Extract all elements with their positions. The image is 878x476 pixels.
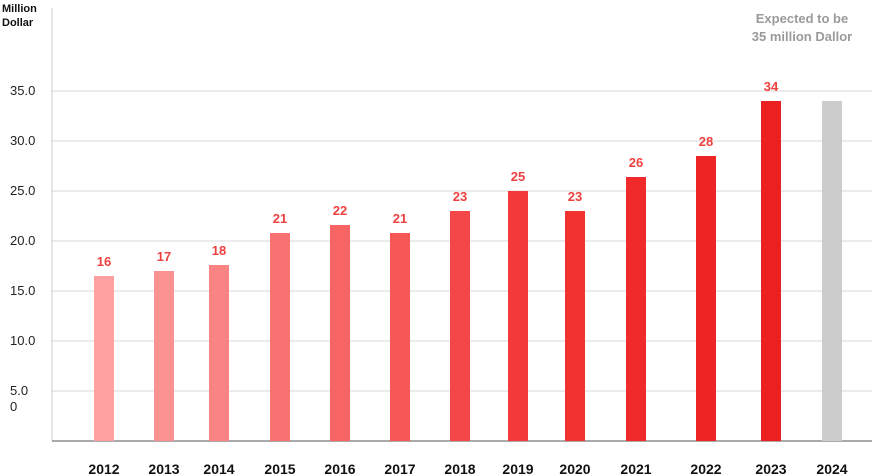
bar-2024 [822,101,842,441]
x-tick-label-2019: 2019 [502,461,533,476]
y-tick-label: 10.0 [10,333,35,348]
x-tick-label-2020: 2020 [559,461,590,476]
data-label-2014: 18 [212,243,226,258]
y-tick-label: 35.0 [10,83,35,98]
data-label-2016: 22 [333,203,347,218]
bar-2013 [154,271,174,441]
x-tick-label-2024: 2024 [816,461,847,476]
bar-2018 [450,211,470,441]
y-axis-unit-label: Million Dollar [2,2,37,30]
y-axis-unit-line1: Million [2,3,37,15]
x-tick-label-2012: 2012 [88,461,119,476]
x-tick-label-2017: 2017 [384,461,415,476]
data-label-2020: 23 [568,189,582,204]
forecast-annotation-line2: 35 million Dallor [751,29,853,44]
bar-2015 [270,233,290,441]
x-tick-label-2014: 2014 [203,461,234,476]
x-tick-label-2023: 2023 [755,461,786,476]
data-label-2021: 26 [629,155,643,170]
data-label-2015: 21 [273,211,287,226]
y-tick-label: 0 [10,399,17,414]
y-tick-label: 20.0 [10,233,35,248]
bar-2020 [565,211,585,441]
bar-2016 [330,225,350,441]
forecast-annotation-line1: Expected to be [755,11,849,26]
data-label-2022: 28 [699,134,713,149]
data-label-2012: 16 [97,254,111,269]
y-tick-label: 25.0 [10,183,35,198]
bar-2017 [390,233,410,441]
x-tick-label-2018: 2018 [444,461,475,476]
x-tick-label-2016: 2016 [324,461,355,476]
data-label-2018: 23 [453,189,467,204]
bar-2012 [94,276,114,441]
y-tick-label: 5.0 [10,383,28,398]
y-tick-label: 15.0 [10,283,35,298]
data-label-2017: 21 [393,211,407,226]
x-tick-label-2013: 2013 [148,461,179,476]
bar-2014 [209,265,229,441]
bar-2019 [508,191,528,441]
data-label-2023: 34 [764,79,779,94]
data-label-2013: 17 [157,249,171,264]
forecast-annotation: Expected to be 35 million Dallor [732,10,872,46]
bar-2023 [761,101,781,441]
y-tick-label: 30.0 [10,133,35,148]
data-label-2019: 25 [511,169,525,184]
x-tick-label-2021: 2021 [620,461,651,476]
x-tick-label-2022: 2022 [690,461,721,476]
bar-2021 [626,177,646,441]
y-axis-unit-line2: Dollar [2,17,34,29]
bar-2022 [696,156,716,441]
x-tick-label-2015: 2015 [264,461,295,476]
